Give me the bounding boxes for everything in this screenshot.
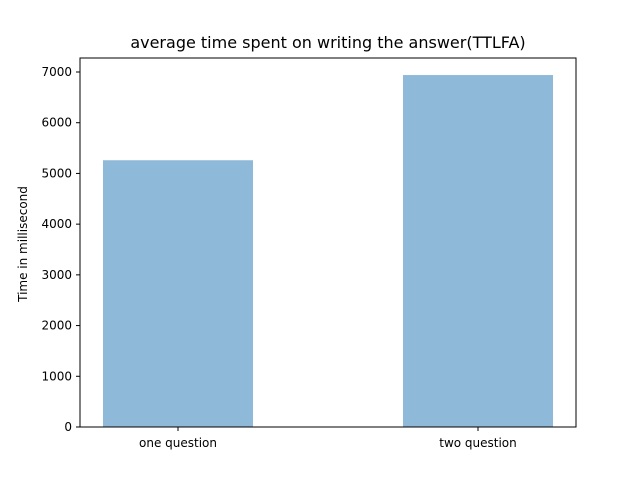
- bars-group: [103, 75, 553, 428]
- y-tick-label: 4000: [41, 217, 72, 231]
- y-tick-label: 3000: [41, 268, 72, 282]
- plot-frame: [79, 57, 577, 428]
- bar-one-question: [103, 160, 253, 427]
- y-tick-label: 7000: [41, 65, 72, 79]
- y-tick-label: 5000: [41, 166, 72, 180]
- y-tick-label: 6000: [41, 116, 72, 130]
- y-tick-label: 1000: [41, 369, 72, 383]
- y-tick-label: 0: [64, 420, 72, 434]
- chart-title: average time spent on writing the answer…: [130, 33, 525, 52]
- x-axis: one question two question: [139, 427, 517, 450]
- y-axis-label: Time in millisecond: [16, 186, 30, 303]
- bar-two-question: [403, 75, 553, 428]
- x-tick-label: one question: [139, 436, 217, 450]
- y-tick-label: 2000: [41, 319, 72, 333]
- x-tick-label: two question: [439, 436, 517, 450]
- y-axis: 0 1000 2000 3000 4000 5000 6000 7000: [41, 65, 80, 434]
